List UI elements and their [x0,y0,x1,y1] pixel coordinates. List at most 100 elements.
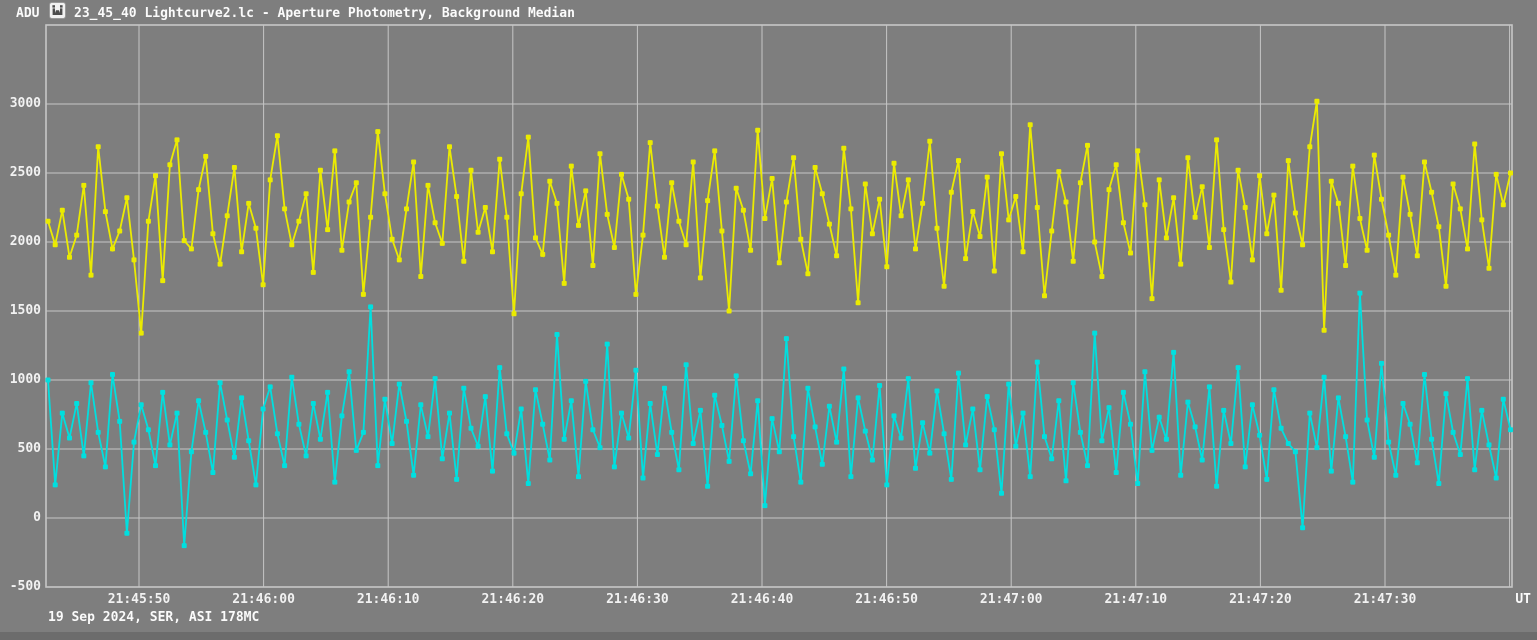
data-point-marker [45,218,51,224]
data-point-marker [1335,200,1341,206]
data-point-marker [1013,443,1019,449]
data-point-marker [1027,122,1033,128]
data-point-marker [346,199,352,205]
data-point-marker [1135,481,1141,486]
data-point-marker [203,153,209,159]
data-point-marker [59,207,65,213]
data-point-marker [604,211,610,217]
data-point-marker [1343,263,1349,268]
data-point-marker [755,127,761,133]
data-point-marker [733,185,739,191]
x-tick-label: 21:46:00 [232,592,295,607]
data-point-marker [1307,410,1313,416]
data-point-marker [1364,417,1370,423]
data-point-marker [1163,235,1169,241]
x-tick-label: 21:46:20 [481,592,545,607]
data-point-marker [726,458,732,464]
data-point-marker [920,420,926,426]
data-point-marker [805,271,811,277]
data-point-marker [1063,478,1069,484]
recording-info-label: 19 Sep 2024, SER, ASI 178MC [48,610,260,625]
data-point-marker [1149,447,1155,453]
data-point-marker [554,200,560,206]
data-point-marker [748,247,754,253]
data-point-marker [590,263,596,268]
data-point-marker [138,330,144,336]
data-point-marker [468,167,474,173]
data-point-marker [762,216,768,221]
data-point-marker [1386,232,1392,238]
data-point-marker [1257,173,1263,179]
data-point-marker [862,181,868,187]
data-point-marker [1120,220,1126,226]
data-point-marker [1465,246,1470,252]
data-point-marker [1500,396,1506,402]
data-point-marker [88,380,94,386]
data-point-marker [626,435,632,441]
data-point-marker [1228,279,1234,285]
data-point-marker [662,254,667,260]
data-point-marker [1264,476,1270,482]
data-point-marker [317,436,323,442]
data-point-marker [554,332,560,337]
data-point-marker [683,242,689,248]
data-point-marker [533,235,538,241]
x-tick-label: 21:46:10 [356,592,420,607]
yellow-lightcurve-line [47,101,1512,334]
data-point-marker [282,206,288,212]
chart-title: 23_45_40 Lightcurve2.lc - Aperture Photo… [74,6,575,21]
data-point-marker [217,261,223,267]
data-point-marker [712,148,718,154]
data-point-marker [145,427,151,433]
x-tick-label: 21:47:00 [979,592,1043,607]
x-tick-label: 21:46:40 [730,592,794,607]
data-point-marker [260,282,266,288]
data-point-marker [1235,365,1241,371]
data-point-marker [1307,144,1313,150]
plot-border [45,24,1513,588]
data-point-marker [690,441,696,446]
data-point-marker [296,421,302,427]
data-point-marker [640,475,646,481]
data-point-marker [1070,380,1076,386]
data-point-marker [590,427,596,433]
data-point-marker [267,177,273,183]
data-point-marker [1264,231,1270,237]
data-point-marker [1128,250,1133,256]
data-point-marker [934,388,940,394]
data-point-marker [1257,432,1263,438]
data-point-marker [1278,425,1284,431]
data-point-marker [1407,211,1413,217]
data-point-marker [511,450,517,456]
data-point-marker [447,410,452,416]
data-point-marker [1063,199,1069,205]
data-point-marker [776,449,782,455]
data-point-marker [102,464,108,470]
data-point-marker [1171,349,1177,355]
data-point-marker [683,362,689,368]
data-point-marker [110,372,115,377]
data-point-marker [181,543,187,549]
data-point-marker [67,435,72,441]
data-point-marker [999,151,1004,157]
data-point-marker [662,385,667,391]
data-point-marker [755,398,761,404]
y-tick-label: 2500 [9,165,41,180]
data-point-marker [791,434,797,440]
data-point-marker [1042,293,1047,299]
data-point-marker [196,187,202,193]
data-point-marker [117,418,123,424]
data-point-marker [504,431,510,437]
data-point-marker [1465,376,1470,382]
data-point-marker [697,275,703,281]
data-point-marker [325,389,331,395]
data-point-marker [791,155,797,161]
data-point-marker [991,427,997,433]
data-point-marker [697,407,703,413]
data-point-marker [1070,258,1076,264]
data-point-marker [1379,196,1384,202]
data-point-marker [289,242,295,248]
data-point-marker [826,403,832,409]
